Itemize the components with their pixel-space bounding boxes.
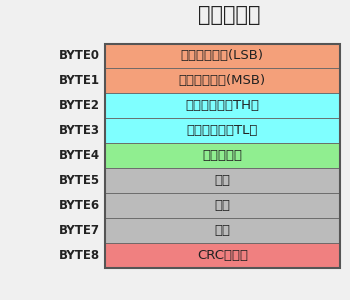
Bar [105, 68, 340, 93]
Bar [105, 193, 340, 218]
Text: BYTE3: BYTE3 [59, 124, 100, 137]
Text: 高速缓存器: 高速缓存器 [198, 5, 260, 25]
Text: BYTE0: BYTE0 [59, 50, 100, 62]
Bar [105, 118, 340, 143]
Bar [105, 44, 340, 68]
Bar [105, 44, 340, 268]
Text: BYTE4: BYTE4 [58, 149, 100, 162]
Bar [105, 93, 340, 118]
Text: 配置寄存器: 配置寄存器 [202, 149, 242, 162]
Text: CRC校验位: CRC校验位 [197, 249, 248, 262]
Text: 温度数据高位(MSB): 温度数据高位(MSB) [179, 74, 266, 87]
Text: BYTE8: BYTE8 [58, 249, 100, 262]
Text: BYTE1: BYTE1 [59, 74, 100, 87]
Text: BYTE2: BYTE2 [59, 99, 100, 112]
Bar [105, 243, 340, 268]
Text: BYTE6: BYTE6 [58, 199, 100, 212]
Text: BYTE5: BYTE5 [58, 174, 100, 187]
Text: 保留: 保留 [214, 224, 230, 237]
Text: 保留: 保留 [214, 174, 230, 187]
Bar [105, 218, 340, 243]
Bar [105, 143, 340, 168]
Bar [105, 168, 340, 193]
Text: BYTE7: BYTE7 [59, 224, 100, 237]
Text: 保留: 保留 [214, 199, 230, 212]
Text: 高温触发值（TH）: 高温触发值（TH） [185, 99, 259, 112]
Text: 温度数据低位(LSB): 温度数据低位(LSB) [181, 50, 264, 62]
Text: 低温触发值（TL）: 低温触发值（TL） [187, 124, 258, 137]
